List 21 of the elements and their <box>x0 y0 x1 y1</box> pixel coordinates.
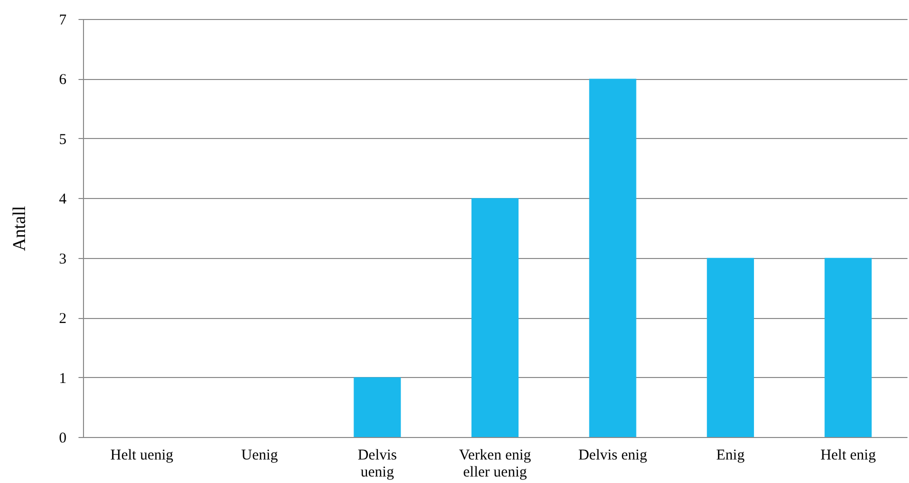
y-tick-label: 4 <box>59 192 67 208</box>
x-tick-label: Delvis uenig <box>358 448 398 480</box>
x-tick-label: Helt uenig <box>110 448 174 464</box>
y-tick-label: 3 <box>59 251 66 268</box>
bar <box>354 377 401 437</box>
y-tick-label: 1 <box>59 370 66 387</box>
y-tick-label: 5 <box>59 132 66 148</box>
y-tick-label: 2 <box>59 311 66 328</box>
y-axis-title: Antall <box>9 206 29 251</box>
x-tick-label: Delvis enig <box>578 448 648 464</box>
y-tick-label: 7 <box>59 12 67 28</box>
bar <box>471 198 519 437</box>
x-tick-label: Helt enig <box>820 448 876 464</box>
bar <box>706 258 754 437</box>
bar <box>824 258 872 437</box>
x-tick-label: Uenig <box>241 448 278 464</box>
x-tick-label: Enig <box>716 448 746 464</box>
x-tick-label: Verken enig eller uenig <box>458 448 532 480</box>
y-tick-label: 0 <box>59 430 66 446</box>
y-tick-label: 6 <box>59 72 67 88</box>
bar <box>589 78 636 437</box>
